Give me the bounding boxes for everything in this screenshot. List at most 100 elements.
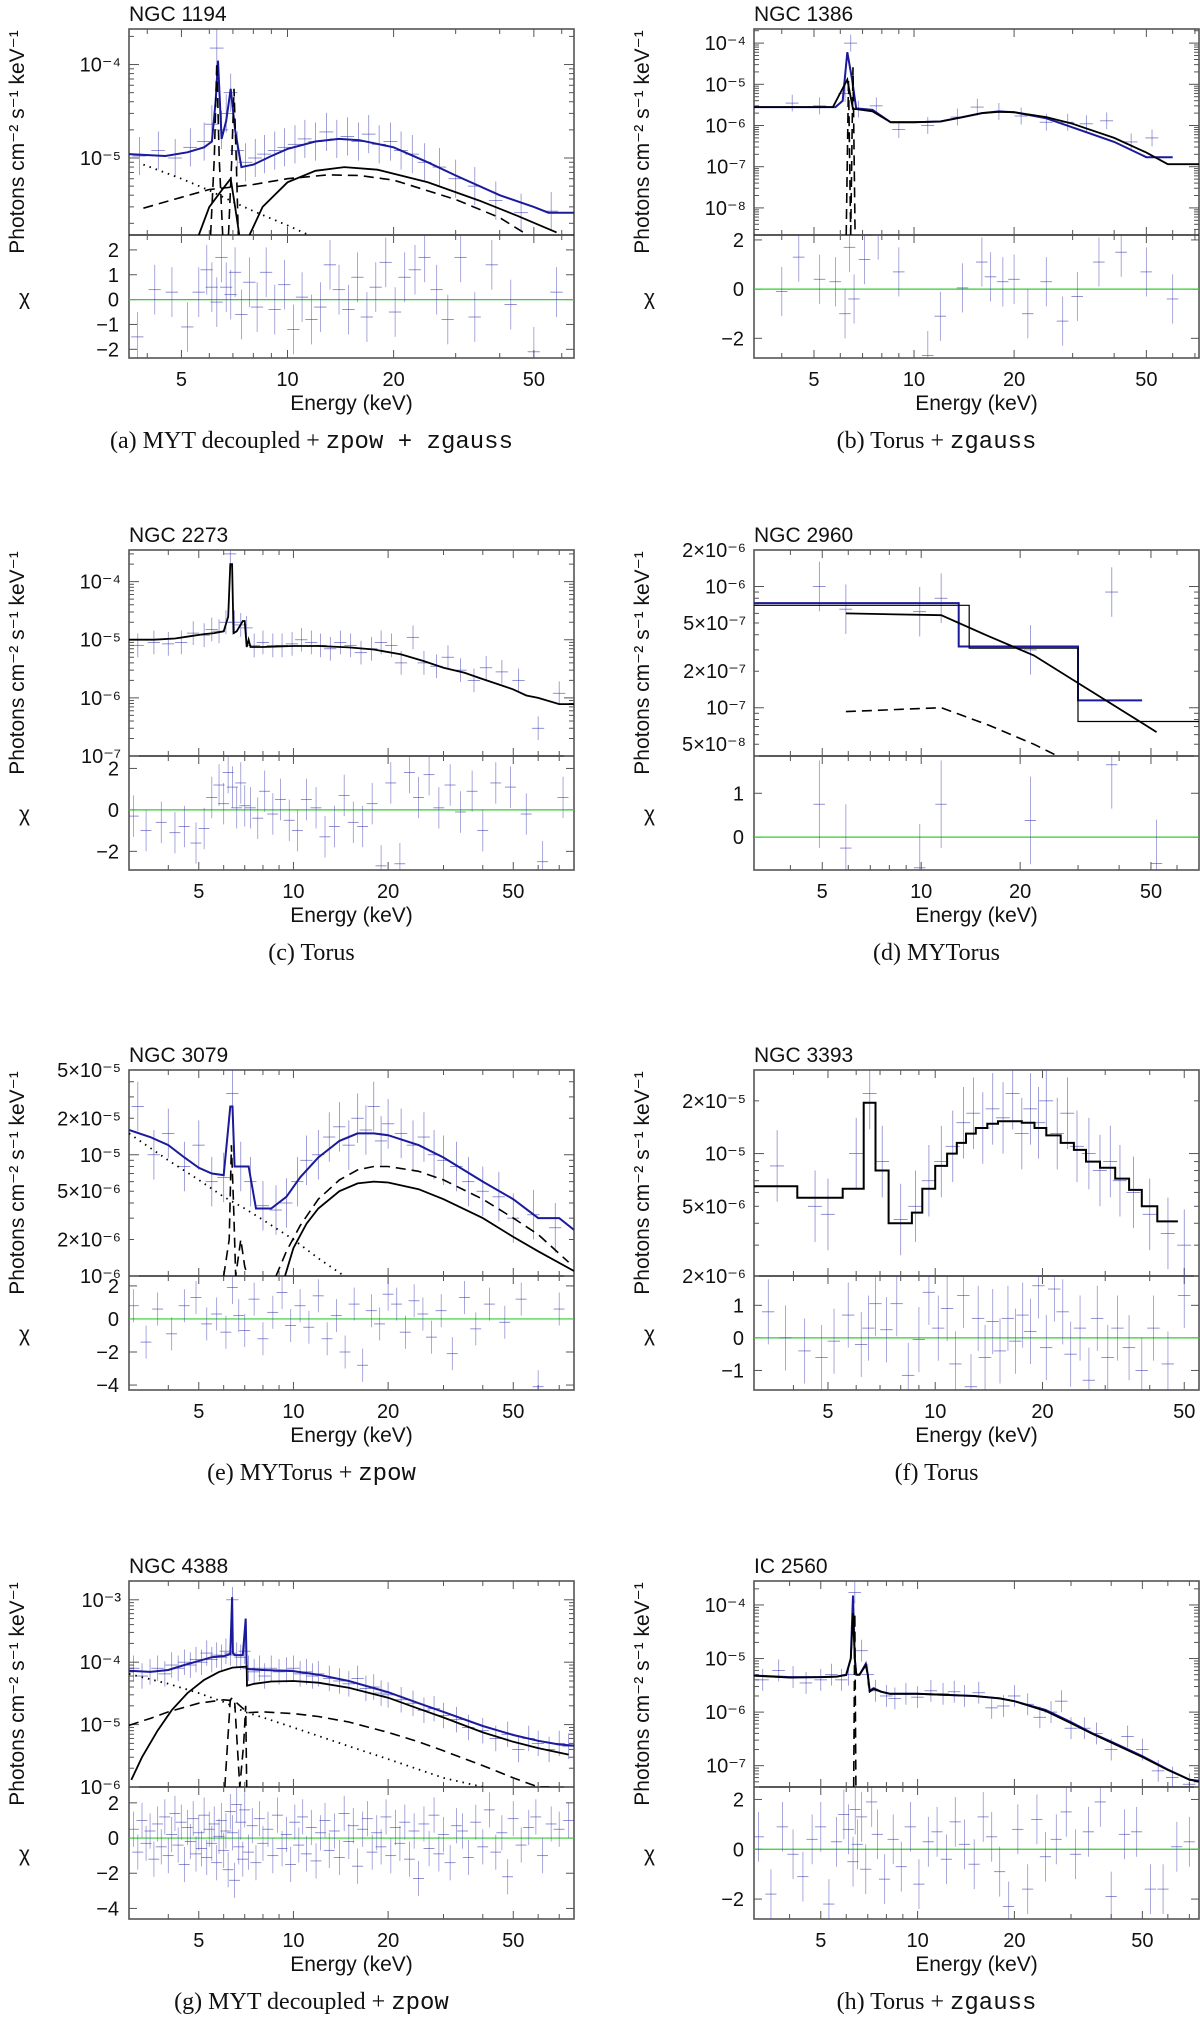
caption-code: zpow + zgauss bbox=[326, 429, 513, 456]
residual-point bbox=[315, 1815, 326, 1851]
data-point bbox=[224, 550, 237, 566]
residual-point bbox=[913, 823, 926, 870]
residual-point bbox=[1082, 1347, 1095, 1390]
residual-point bbox=[219, 262, 233, 313]
residual-point bbox=[921, 330, 934, 358]
data-point bbox=[351, 1665, 364, 1692]
model-curve-solid bbox=[130, 1665, 569, 1781]
data-point bbox=[756, 1668, 769, 1691]
y-axis-label: Photons cm⁻² s⁻¹ keV⁻¹ bbox=[631, 1071, 654, 1294]
y-tick-label: 10⁻⁸ bbox=[705, 198, 746, 220]
data-point bbox=[548, 1203, 562, 1253]
chi-axis-label: χ bbox=[19, 287, 30, 310]
chi-tick-label: −4 bbox=[96, 1375, 119, 1397]
residual-point bbox=[1032, 1276, 1045, 1319]
caption-code: zpow bbox=[358, 1461, 416, 1488]
residual-point bbox=[403, 756, 415, 794]
chi-tick-label: 0 bbox=[108, 800, 119, 822]
residual-point bbox=[169, 1795, 181, 1831]
y-ticks bbox=[129, 1069, 574, 1386]
caption-label: (b) bbox=[837, 428, 871, 454]
residual-point bbox=[922, 1276, 935, 1325]
y-tick-label: 10⁻⁵ bbox=[705, 1144, 746, 1166]
residual-point bbox=[162, 1838, 174, 1874]
x-tick-label: 20 bbox=[377, 1401, 399, 1423]
spectrum-area bbox=[129, 29, 574, 235]
residual-point bbox=[235, 762, 247, 804]
residual-point bbox=[839, 289, 851, 339]
model-curve-dotted bbox=[143, 163, 310, 235]
data-point bbox=[1160, 1197, 1175, 1270]
residual-point bbox=[148, 264, 161, 315]
residual-point bbox=[201, 1839, 213, 1875]
residual-point bbox=[840, 804, 852, 870]
residual-point bbox=[895, 1841, 907, 1892]
residual-point bbox=[206, 776, 218, 819]
chi-tick-label: 2 bbox=[733, 230, 744, 252]
data-point bbox=[1023, 1073, 1038, 1145]
data-point bbox=[267, 131, 282, 170]
y-tick-label: 2×10⁻⁶ bbox=[57, 1230, 121, 1252]
data-point bbox=[825, 1663, 838, 1686]
panel-caption: (d) MYTorus bbox=[873, 940, 1000, 966]
residual-point bbox=[553, 1292, 565, 1326]
residual-point bbox=[865, 1787, 878, 1827]
residual-point bbox=[276, 1276, 288, 1310]
data-point bbox=[492, 1172, 505, 1222]
chi-tick-label: 0 bbox=[733, 1328, 744, 1350]
residual-point bbox=[226, 1276, 238, 1305]
residual-point bbox=[226, 766, 238, 808]
x-tick-label: 50 bbox=[502, 1401, 524, 1423]
residual-point bbox=[319, 816, 331, 858]
residual-point bbox=[1144, 1864, 1156, 1915]
x-tick-label: 5 bbox=[808, 369, 819, 391]
residual-point bbox=[357, 1811, 369, 1847]
data-point bbox=[879, 1685, 893, 1707]
residual-point bbox=[1073, 1295, 1087, 1361]
y-tick-label: 10⁻⁶ bbox=[80, 1777, 121, 1799]
y-tick-label: 10⁻⁴ bbox=[705, 33, 746, 55]
residual-point bbox=[408, 1284, 420, 1318]
residual-point bbox=[813, 760, 825, 849]
data-point bbox=[333, 1102, 346, 1152]
residual-point bbox=[457, 1813, 468, 1849]
x-tick-label: 50 bbox=[1135, 369, 1157, 391]
residual-point bbox=[904, 1801, 916, 1852]
data-point bbox=[770, 1130, 784, 1202]
spectrum-area bbox=[754, 1070, 1192, 1276]
caption-text: Torus bbox=[924, 1460, 978, 1486]
residual-point bbox=[278, 259, 291, 310]
residual-point bbox=[958, 1819, 971, 1870]
data-point bbox=[921, 1144, 936, 1217]
residual-point bbox=[1115, 235, 1127, 277]
residual-point bbox=[1135, 1337, 1148, 1390]
chi-tick-label: 2 bbox=[108, 1276, 119, 1298]
residual-point bbox=[515, 1827, 527, 1863]
x-axis-label: Energy (keV) bbox=[915, 1424, 1038, 1447]
residual-point bbox=[300, 1836, 312, 1872]
residual-point bbox=[1183, 1816, 1195, 1867]
model-curve-stepthin bbox=[754, 604, 1199, 723]
data-point bbox=[799, 1672, 813, 1694]
residual-point bbox=[239, 1314, 251, 1348]
residual-point bbox=[205, 262, 218, 313]
data-point bbox=[175, 630, 188, 655]
y-tick-label: 2×10⁻⁶ bbox=[682, 1266, 746, 1288]
model-curve-solid bbox=[197, 176, 241, 235]
residual-point bbox=[454, 235, 467, 283]
model-curve-dashed bbox=[129, 1698, 550, 1787]
residual-point bbox=[342, 284, 355, 335]
data-point bbox=[253, 1655, 266, 1681]
x-tick-label: 50 bbox=[1140, 881, 1162, 903]
residual-point bbox=[388, 287, 402, 337]
x-ticks bbox=[128, 550, 560, 870]
residual-point bbox=[841, 1282, 855, 1348]
residual-point bbox=[1171, 1821, 1183, 1872]
residual-point bbox=[1060, 1787, 1072, 1837]
residual-point bbox=[813, 254, 826, 304]
data-point bbox=[367, 1081, 380, 1132]
spectrum-area bbox=[754, 561, 1199, 756]
caption-text: MYT decoupled + bbox=[208, 1989, 391, 2015]
